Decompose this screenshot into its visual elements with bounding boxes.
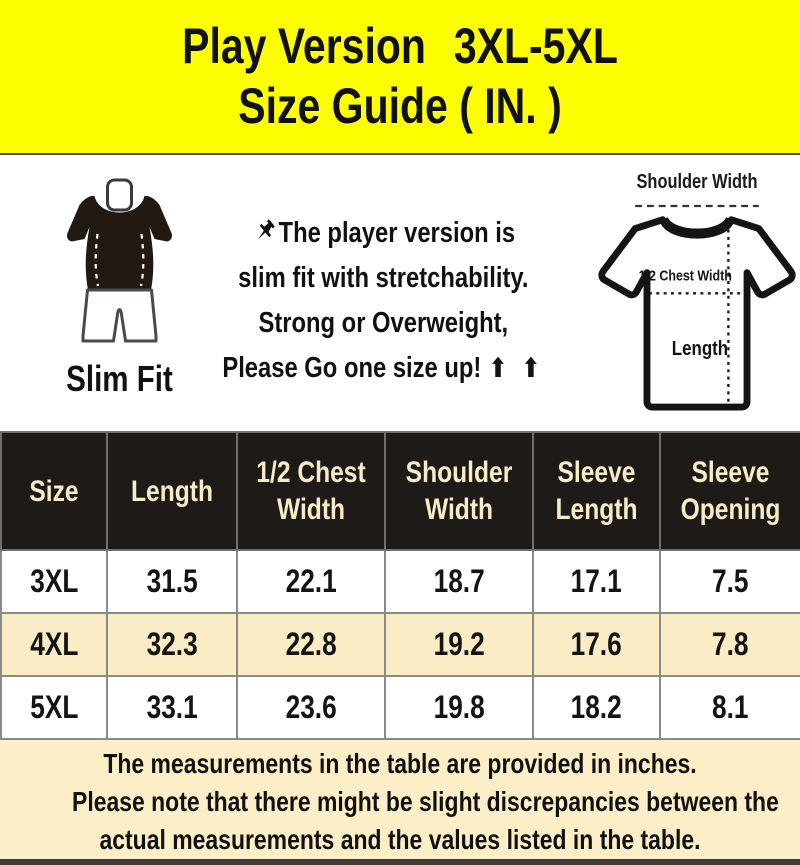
bottom-edge-strip — [0, 859, 800, 865]
size-table: Size Length 1/2 Chest Width Shoulder Wid… — [0, 431, 800, 741]
value-cell: 31.5 — [106, 549, 238, 615]
tshirt-collar — [661, 216, 733, 236]
slim-fit-figure — [67, 178, 172, 343]
figure-shorts — [81, 288, 158, 343]
tshirt-diagram: 1/2 Chest Width Length — [598, 204, 796, 411]
value-cell: 23.6 — [236, 675, 386, 741]
column-header-length: Length — [106, 431, 238, 552]
value-cell: 7.8 — [659, 612, 800, 678]
table-row-4xl: 4XL 32.3 22.8 19.2 17.6 7.8 — [0, 612, 800, 678]
note-line: The player version is — [222, 211, 544, 256]
value-cell: 8.1 — [659, 675, 800, 741]
title-banner: Play Version 3XL-5XL Size Guide ( IN. ) — [0, 0, 800, 155]
disclaimer-footer: The measurements in the table are provid… — [0, 740, 800, 860]
pushpin-icon — [257, 218, 275, 240]
value-cell: 32.3 — [106, 612, 238, 678]
info-section: Slim Fit The player version is slim fit … — [0, 154, 800, 432]
page-title: Play Version 3XL-5XL — [72, 16, 728, 76]
disclaimer-line: actual measurements and the values liste… — [99, 824, 701, 856]
size-cell: 4XL — [0, 612, 108, 678]
page-subtitle: Size Guide ( IN. ) — [238, 78, 562, 134]
length-label: Length — [671, 336, 727, 359]
figure-neck — [106, 178, 133, 212]
table-row-5xl: 5XL 33.1 23.6 19.8 18.2 8.1 — [0, 675, 800, 741]
size-cell: 5XL — [0, 675, 108, 741]
title-text: Play Version — [182, 18, 426, 74]
table-row-3xl: 3XL 31.5 22.1 18.7 17.1 7.5 — [0, 549, 800, 615]
tshirt-outline — [598, 215, 796, 411]
up-arrows-icon: ⬆ ⬆ — [488, 352, 545, 383]
figure-shirt — [67, 195, 172, 290]
value-cell: 18.2 — [532, 675, 661, 741]
column-header-sleeve-opening: Sleeve Opening — [659, 431, 800, 552]
diagram-column: Shoulder Width 1/2 Chest Width Length — [594, 155, 800, 431]
value-cell: 17.1 — [532, 549, 661, 615]
note-column: The player version is slim fit with stre… — [187, 155, 594, 431]
note-line: slim fit with stretchability. — [238, 261, 529, 294]
fit-column: Slim Fit — [0, 155, 187, 431]
column-header-shoulder-width: Shoulder Width — [384, 431, 534, 552]
value-cell: 19.2 — [384, 612, 534, 678]
value-cell: 22.1 — [236, 549, 386, 615]
note-text: The player version is — [278, 216, 516, 249]
column-header-sleeve-length: Sleeve Length — [532, 431, 661, 552]
header-row: Size Length 1/2 Chest Width Shoulder Wid… — [0, 431, 800, 552]
size-range-text: 3XL-5XL — [453, 18, 618, 74]
chest-width-label: 1/2 Chest Width — [638, 266, 731, 283]
note-line: Please Go one size up! ⬆ ⬆ — [222, 346, 544, 391]
fit-label: Slim Fit — [66, 357, 173, 399]
value-cell: 33.1 — [106, 675, 238, 741]
column-header-size: Size — [0, 431, 108, 552]
value-cell: 18.7 — [384, 549, 534, 615]
note-line: Strong or Overweight, — [258, 306, 509, 339]
column-header-chest-width: 1/2 Chest Width — [236, 431, 386, 552]
value-cell: 22.8 — [236, 612, 386, 678]
note-text: Please Go one size up! — [222, 351, 482, 384]
size-cell: 3XL — [0, 549, 108, 615]
value-cell: 17.6 — [532, 612, 661, 678]
value-cell: 19.8 — [384, 675, 534, 741]
shoulder-width-label: Shoulder Width — [636, 170, 758, 193]
value-cell: 7.5 — [659, 549, 800, 615]
disclaimer-line: The measurements in the table are provid… — [103, 748, 697, 780]
disclaimer-line: Please note that there might be slight d… — [72, 786, 779, 818]
